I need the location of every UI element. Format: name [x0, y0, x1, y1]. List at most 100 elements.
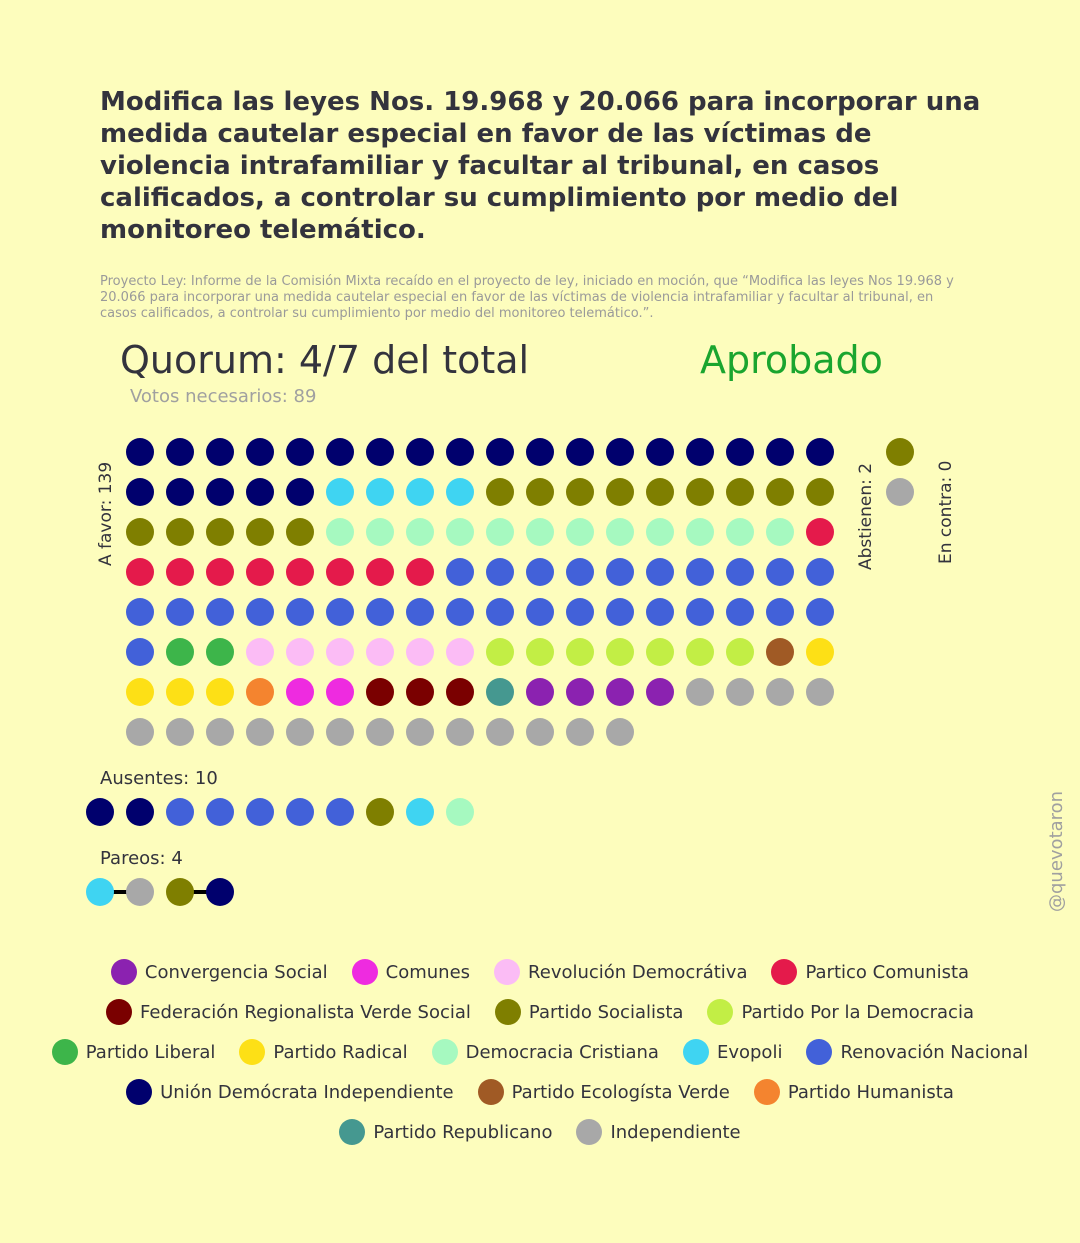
favor-vote-dot	[166, 678, 194, 706]
favor-vote-dot	[646, 478, 674, 506]
legend-label: Partico Comunista	[805, 961, 970, 983]
favor-vote-dot	[566, 518, 594, 546]
favor-vote-dot	[326, 678, 354, 706]
favor-vote-dot	[166, 518, 194, 546]
favor-vote-dot	[166, 558, 194, 586]
favor-vote-dot	[286, 478, 314, 506]
favor-vote-dot	[206, 518, 234, 546]
favor-vote-dot	[526, 518, 554, 546]
legend-label: Partido Ecologísta Verde	[511, 1081, 730, 1103]
favor-vote-dot	[806, 598, 834, 626]
legend-swatch	[351, 959, 378, 985]
favor-vote-dot	[806, 638, 834, 666]
legend-label: Partido Radical	[273, 1041, 408, 1063]
favor-vote-dot	[686, 598, 714, 626]
legend-label: Evopoli	[716, 1041, 783, 1063]
favor-vote-dot	[246, 478, 274, 506]
favor-vote-dot	[366, 438, 394, 466]
favor-vote-dot	[166, 438, 194, 466]
legend-label: Partido Liberal	[85, 1041, 216, 1063]
favor-vote-dot	[806, 678, 834, 706]
favor-vote-dot	[526, 558, 554, 586]
result-label: Aprobado	[700, 338, 883, 382]
favor-vote-dot	[686, 558, 714, 586]
pair-dot	[86, 878, 114, 906]
favor-vote-dot	[326, 478, 354, 506]
favor-vote-dot	[206, 478, 234, 506]
favor-vote-dot	[166, 598, 194, 626]
favor-vote-dot	[326, 718, 354, 746]
favor-vote-dot	[366, 718, 394, 746]
favor-vote-dot	[726, 478, 754, 506]
favor-vote-dot	[326, 598, 354, 626]
legend-item: Unión Demócrata Independiente	[126, 1079, 454, 1105]
favor-vote-dot	[326, 518, 354, 546]
favor-vote-dot	[446, 518, 474, 546]
favor-vote-dot	[526, 678, 554, 706]
favor-vote-dot	[206, 678, 234, 706]
favor-vote-dot	[686, 678, 714, 706]
favor-vote-dot	[246, 678, 274, 706]
legend-swatch	[51, 1039, 78, 1065]
legend-swatch	[576, 1119, 603, 1145]
legend-swatch	[682, 1039, 709, 1065]
favor-vote-dot	[686, 478, 714, 506]
favor-vote-dot	[446, 678, 474, 706]
favor-vote-dot	[446, 438, 474, 466]
favor-vote-dot	[206, 558, 234, 586]
absent-dot	[326, 798, 354, 826]
favor-vote-dot	[126, 638, 154, 666]
legend-row: Federación Regionalista Verde Social Part…	[0, 992, 1080, 1032]
favor-vote-dot	[366, 558, 394, 586]
legend-label: Partido Republicano	[373, 1121, 553, 1143]
favor-vote-dot	[486, 638, 514, 666]
favor-vote-dot	[326, 438, 354, 466]
absent-dot	[446, 798, 474, 826]
favor-vote-dot	[526, 478, 554, 506]
legend-row: Partido Liberal Partido Radical Democracia…	[0, 1032, 1080, 1072]
favor-vote-dot	[806, 438, 834, 466]
favor-vote-dot	[766, 558, 794, 586]
favor-vote-dot	[806, 518, 834, 546]
favor-label: A favor: 139	[96, 461, 116, 566]
absent-dot	[246, 798, 274, 826]
favor-vote-dot	[646, 598, 674, 626]
absent-dot	[166, 798, 194, 826]
legend-item: Independiente	[576, 1119, 741, 1145]
favor-vote-dot	[766, 478, 794, 506]
favor-vote-dot	[366, 678, 394, 706]
favor-vote-dot	[606, 678, 634, 706]
legend-swatch	[110, 959, 137, 985]
absent-dot	[206, 798, 234, 826]
legend-label: Partido Socialista	[528, 1001, 684, 1023]
favor-vote-dot	[366, 478, 394, 506]
favor-vote-dot	[606, 718, 634, 746]
favor-vote-dot	[486, 558, 514, 586]
favor-vote-dot	[246, 598, 274, 626]
favor-vote-dot	[566, 438, 594, 466]
legend-item: Comunes	[351, 959, 470, 985]
favor-vote-dot	[406, 558, 434, 586]
favor-vote-dot	[246, 718, 274, 746]
favor-vote-dot	[166, 638, 194, 666]
absent-label: Ausentes: 10	[100, 768, 218, 789]
chart-title: Modifica las leyes Nos. 19.968 y 20.066 …	[100, 87, 981, 245]
favor-vote-dot	[646, 678, 674, 706]
legend-item: Partido Por la Democracia	[707, 999, 974, 1025]
pair-dot	[206, 878, 234, 906]
favor-vote-dot	[206, 438, 234, 466]
absent-dot	[126, 798, 154, 826]
abstain-vote-dot	[886, 438, 914, 466]
favor-vote-dot	[526, 718, 554, 746]
favor-vote-dot	[446, 598, 474, 626]
legend-swatch	[339, 1119, 366, 1145]
favor-vote-dot	[326, 558, 354, 586]
favor-vote-dot	[566, 638, 594, 666]
favor-vote-dot	[726, 598, 754, 626]
favor-vote-dot	[726, 518, 754, 546]
favor-vote-dot	[766, 438, 794, 466]
favor-vote-dot	[406, 598, 434, 626]
legend-label: Democracia Cristiana	[465, 1041, 659, 1063]
favor-vote-dot	[526, 638, 554, 666]
absent-dot	[406, 798, 434, 826]
